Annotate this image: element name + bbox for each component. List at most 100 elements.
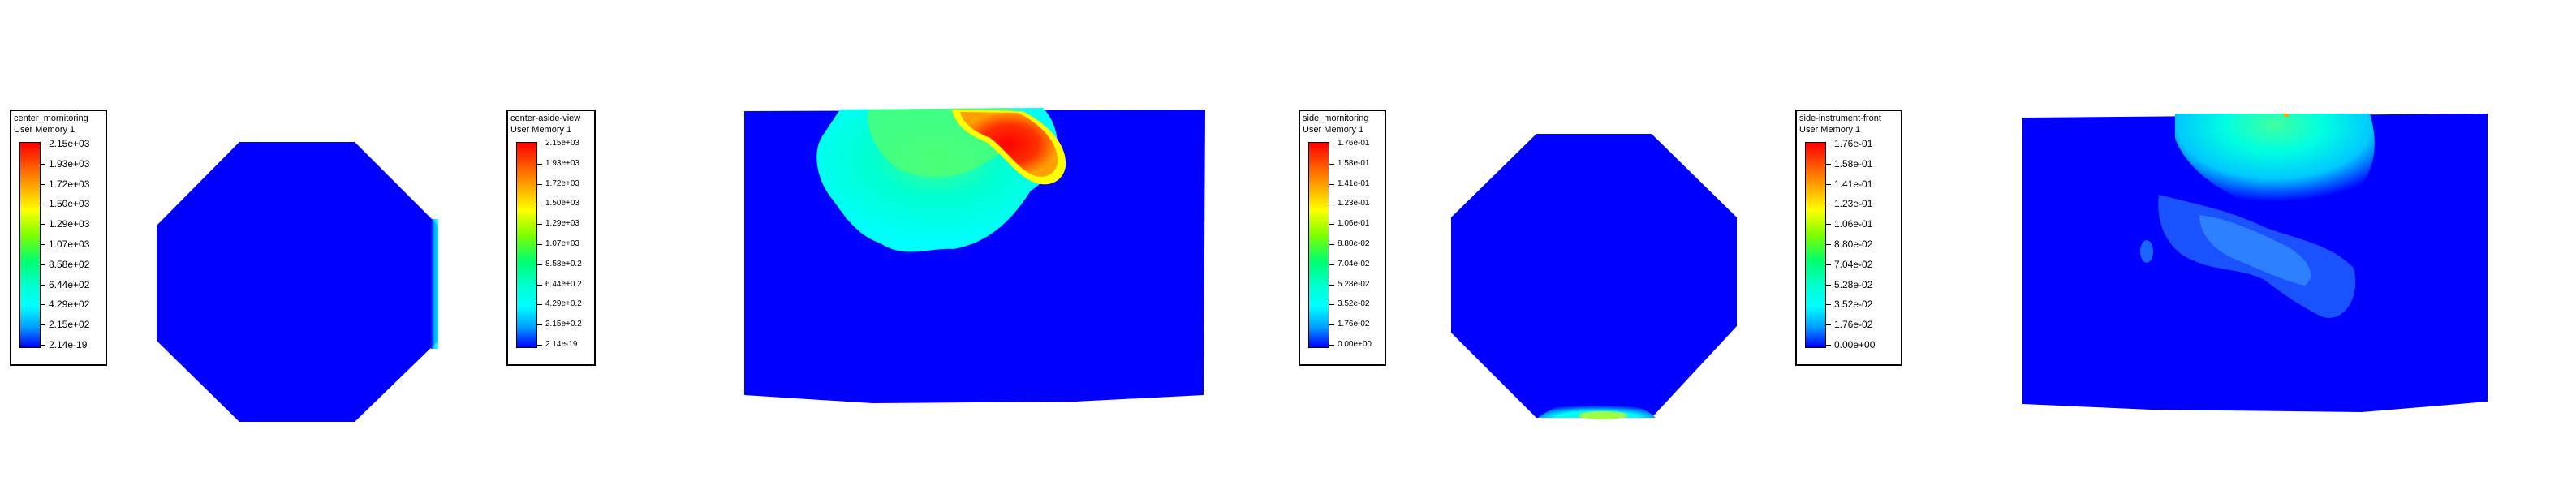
legend-tick-label: 2.15e+03: [49, 139, 89, 148]
legend-tick-label: 5.28e-02: [1338, 280, 1369, 290]
legend-tick-label: 0.00e+00: [1834, 340, 1875, 350]
legend-tick: [1329, 285, 1334, 286]
legend-tick: [1826, 304, 1831, 305]
legend-tick: [1329, 304, 1334, 305]
legend-tick-label: 1.06e-01: [1834, 219, 1872, 229]
legend-center-aside-view: center-aside-view User Memory 1 2.15e+03…: [506, 110, 596, 366]
legend-tick: [537, 224, 542, 225]
legend-subtitle: User Memory 1: [510, 124, 571, 135]
legend-tick-label: 2.14e-19: [545, 340, 577, 350]
legend-tick-label: 1.93e+03: [545, 159, 579, 169]
legend-tick-label: 2.15e+02: [49, 320, 89, 329]
legend-tick: [1329, 184, 1334, 185]
legend-tick-label: 2.15e+03: [545, 139, 579, 148]
color-bar: [516, 142, 537, 348]
contour-plot-center-aside-view: [743, 101, 1205, 406]
legend-tick: [1826, 264, 1831, 265]
legend-tick: [1329, 244, 1334, 245]
legend-tick-label: 8.80e-02: [1834, 239, 1872, 249]
legend-tick-label: 3.52e-02: [1834, 299, 1872, 309]
color-bar: [1805, 142, 1826, 348]
legend-tick: [1826, 244, 1831, 245]
legend-tick-label: 8.58e+0.2: [545, 260, 582, 269]
legend-subtitle: User Memory 1: [14, 124, 75, 135]
legend-tick: [1826, 285, 1831, 286]
legend-tick-label: 6.44e+0.2: [545, 280, 582, 290]
legend-tick-label: 8.80e-02: [1338, 239, 1369, 249]
legend-tick-label: 7.04e-02: [1338, 260, 1369, 269]
legend-tick: [1329, 345, 1334, 346]
legend-side-instrument-front: side-instrument-front User Memory 1 1.76…: [1795, 110, 1902, 366]
legend-tick-label: 1.07e+03: [545, 239, 579, 249]
legend-center-monitoring: center_mornitoring User Memory 1 2.15e+0…: [10, 110, 107, 366]
bottom-hotspot: [1579, 411, 1627, 419]
color-bar: [1308, 142, 1329, 348]
legend-tick-label: 1.76e-02: [1338, 320, 1369, 329]
legend-tick: [537, 184, 542, 185]
legend-tick-label: 1.93e+03: [49, 159, 89, 169]
legend-tick-label: 1.72e+03: [545, 179, 579, 189]
legend-tick: [1329, 164, 1334, 165]
legend-tick-label: 5.28e-02: [1834, 280, 1872, 290]
legend-title: side-instrument-front: [1799, 113, 1881, 124]
legend-tick: [537, 244, 542, 245]
legend-tick-label: 3.52e-02: [1338, 299, 1369, 309]
legend-tick: [537, 285, 542, 286]
legend-tick-label: 1.06e-01: [1338, 219, 1369, 229]
legend-subtitle: User Memory 1: [1303, 124, 1363, 135]
legend-tick-label: 4.29e+0.2: [545, 299, 582, 309]
legend-tick: [41, 304, 45, 305]
legend-tick: [1826, 164, 1831, 165]
edge-contour-band: [431, 219, 438, 349]
legend-tick-label: 1.41e-01: [1834, 179, 1872, 189]
side-spot: [2140, 240, 2153, 263]
legend-tick-label: 1.29e+03: [545, 219, 579, 229]
legend-tick: [537, 304, 542, 305]
legend-tick: [537, 345, 542, 346]
legend-tick-label: 1.76e-02: [1834, 320, 1872, 329]
legend-title: center_mornitoring: [14, 113, 88, 124]
legend-tick: [537, 164, 542, 165]
legend-tick-label: 2.14e-19: [49, 340, 87, 350]
legend-tick-label: 1.76e-01: [1834, 139, 1872, 148]
color-bar: [19, 142, 41, 348]
legend-tick-label: 4.29e+02: [49, 299, 89, 309]
legend-tick: [41, 324, 45, 325]
legend-tick: [537, 324, 542, 325]
legend-tick-label: 1.50e+03: [49, 199, 89, 208]
legend-tick-label: 6.44e+02: [49, 280, 89, 290]
legend-tick: [41, 164, 45, 165]
legend-tick-label: 1.29e+03: [49, 219, 89, 229]
legend-tick-label: 0.00e+00: [1338, 340, 1372, 350]
octagon-domain: [1451, 134, 1737, 418]
legend-tick-label: 1.58e-01: [1834, 159, 1872, 169]
legend-tick: [1826, 184, 1831, 185]
legend-tick-label: 2.15e+0.2: [545, 320, 582, 329]
legend-tick: [1329, 264, 1334, 265]
legend-title: side_mornitoring: [1303, 113, 1368, 124]
legend-tick-label: 8.58e+02: [49, 260, 89, 269]
legend-tick-label: 1.41e-01: [1338, 179, 1369, 189]
legend-tick: [41, 224, 45, 225]
legend-tick: [41, 264, 45, 265]
legend-tick-label: 1.23e-01: [1338, 199, 1369, 208]
legend-tick: [1826, 345, 1831, 346]
legend-tick-label: 1.23e-01: [1834, 199, 1872, 208]
contour-plot-side-monitoring: [1449, 130, 1745, 422]
contour-plot-center-monitoring: [150, 138, 442, 430]
legend-tick: [537, 264, 542, 265]
legend-tick-label: 7.04e-02: [1834, 260, 1872, 269]
legend-tick: [41, 285, 45, 286]
top-hotspot: [2284, 114, 2289, 117]
legend-subtitle: User Memory 1: [1799, 124, 1860, 135]
legend-tick-label: 1.76e-01: [1338, 139, 1369, 148]
contour-plot-side-instrument-front: [2021, 105, 2488, 418]
legend-tick-label: 1.72e+03: [49, 179, 89, 189]
legend-tick-label: 1.58e-01: [1338, 159, 1369, 169]
legend-tick-label: 1.50e+03: [545, 199, 579, 208]
legend-side-monitoring: side_mornitoring User Memory 1 1.76e-01 1…: [1299, 110, 1386, 366]
legend-tick: [41, 244, 45, 245]
legend-tick: [41, 345, 45, 346]
legend-tick-label: 1.07e+03: [49, 239, 89, 249]
legend-tick: [1826, 324, 1831, 325]
